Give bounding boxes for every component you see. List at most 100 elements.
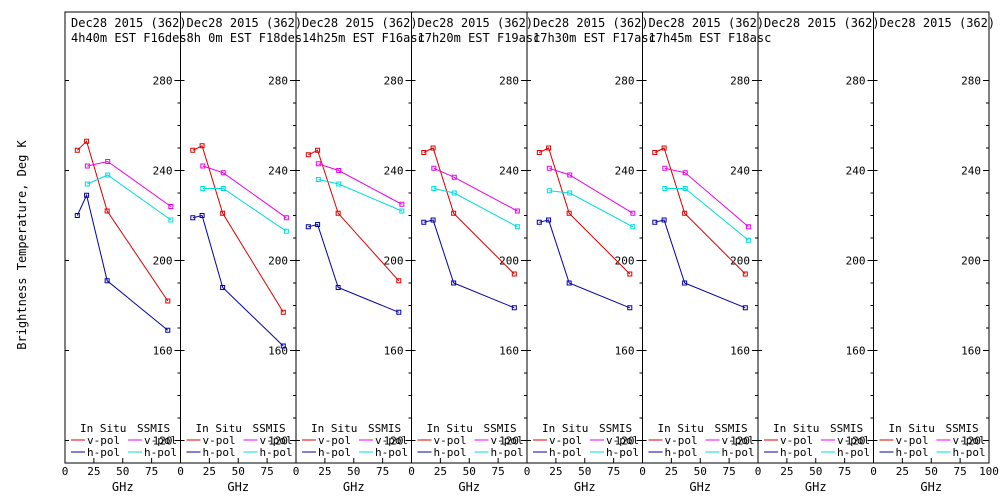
legend-heading-in-situ: In Situ [311,422,357,435]
y-tick-label: 120 [846,435,866,448]
data-point-ssmis-vpol [662,165,668,171]
y-tick-label: 160 [961,345,981,358]
y-tick-label: 240 [730,165,750,178]
data-point-insitu-hpol [190,215,196,221]
panel-8: Dec28 2015 (362) 120 160 200 240 280 0 25 50 75 10… [870,11,999,494]
panel-subtitle: 8h 0m EST F18des [187,31,303,45]
series-line-insitu-vpol [192,145,284,313]
data-point-insitu-vpol [536,150,542,155]
x-tick-label: 75 [954,465,967,478]
series-line-ssmis-vpol [87,160,172,207]
legend-label-ssmis-hpol: h-pol [837,446,870,459]
data-point-insitu-hpol [511,305,517,311]
legend-label-ssmis-hpol: h-pol [260,446,293,459]
legend-label-insitu-vpol: v-pol [87,434,120,447]
data-point-insitu-vpol [742,271,748,277]
panel-2: Dec28 2015 (362)8h 0m EST F18des12016020… [177,11,303,494]
legend-label-ssmis-hpol: h-pol [722,446,755,459]
y-tick-label: 160 [846,345,866,358]
series-line-insitu-vpol [423,147,515,275]
y-tick-label: 280 [961,75,981,88]
data-point-insitu-vpol [451,210,457,216]
y-tick-label: 240 [846,165,866,178]
y-tick-label: 200 [846,255,866,268]
y-tick-label: 280 [384,75,404,88]
panel-5: Dec28 2015 (362)17h30m EST F17asc 120 160 2… [524,11,656,494]
legend-label-insitu-hpol: h-pol [896,446,929,459]
data-point-insitu-hpol [335,285,341,290]
legend-heading-ssmis: SSMIS [368,422,401,435]
data-point-ssmis-vpol [220,170,226,176]
data-point-ssmis-hpol [84,181,90,187]
series-line-ssmis-hpol [664,188,749,241]
y-tick-label: 120 [499,435,519,448]
legend-label-insitu-vpol: v-pol [434,434,467,447]
data-point-ssmis-vpol [567,172,573,178]
x-tick-label: 25 [87,465,100,478]
y-tick-label: 200 [153,255,173,268]
panel-3: Dec28 2015 (362)14h25m EST F16asc 120 160 2… [293,11,425,494]
x-tick-label: 75 [376,465,389,478]
data-point-insitu-vpol [104,208,110,214]
series-line-ssmis-hpol [433,188,518,228]
data-point-insitu-vpol [421,150,427,155]
y-tick-label: 280 [268,75,288,88]
panel-subtitle: 14h25m EST F16asc [302,31,425,45]
data-point-insitu-hpol [74,213,80,218]
series-line-insitu-hpol [308,223,399,313]
x-tick-label: 0 [408,465,415,478]
data-point-ssmis-hpol [682,186,688,191]
data-point-insitu-hpol [220,285,226,290]
panel-title: Dec28 2015 (362) [71,16,187,30]
data-point-insitu-hpol [396,309,402,315]
series-line-ssmis-vpol [202,165,287,219]
data-point-insitu-hpol [104,278,110,284]
data-point-ssmis-hpol [399,208,405,214]
data-point-insitu-vpol [315,147,321,153]
data-point-ssmis-vpol [283,215,289,221]
x-tick-label: 0 [639,465,646,478]
x-axis-label: GHz [689,480,711,494]
data-point-insitu-hpol [652,219,658,225]
data-point-insitu-hpol [661,217,667,223]
legend-heading-in-situ: In Situ [542,422,588,435]
panel-4: Dec28 2015 (362)17h20m EST F19asc 120 160 2… [408,11,540,494]
data-point-ssmis-hpol [220,186,226,191]
y-tick-label: 240 [499,165,519,178]
series-line-insitu-hpol [539,219,630,309]
y-tick-label: 200 [615,255,635,268]
legend-heading-ssmis: SSMIS [946,422,979,435]
data-point-ssmis-hpol [431,186,437,191]
legend-label-insitu-vpol: v-pol [665,434,698,447]
legend-label-ssmis-vpol: v-pol [953,434,986,447]
y-tick-label: 280 [153,75,173,88]
legend-label-ssmis-vpol: v-pol [144,434,177,447]
data-point-insitu-vpol [682,210,688,216]
y-tick-label: 240 [961,165,981,178]
legend-label-insitu-vpol: v-pol [203,434,236,447]
data-point-insitu-vpol [546,145,552,151]
y-tick-label: 160 [615,345,635,358]
data-point-insitu-hpol [536,219,542,225]
x-axis-label: GHz [343,480,365,494]
legend-heading-ssmis: SSMIS [137,422,170,435]
data-point-insitu-hpol [546,217,552,223]
data-point-insitu-hpol [421,219,427,225]
x-axis-label: GHz [227,480,249,494]
data-point-insitu-hpol [566,280,572,286]
legend-heading-in-situ: In Situ [427,422,473,435]
y-tick-label: 200 [268,255,288,268]
data-point-insitu-vpol [280,309,286,315]
y-tick-label: 280 [499,75,519,88]
data-point-ssmis-vpol [200,163,206,169]
legend-heading-ssmis: SSMIS [715,422,748,435]
legend-heading-in-situ: In Situ [889,422,935,435]
x-tick-label: 50 [809,465,822,478]
data-point-insitu-vpol [566,210,572,216]
x-axis-label: GHz [805,480,827,494]
data-point-insitu-vpol [396,278,402,284]
legend-label-insitu-hpol: h-pol [87,446,120,459]
series-line-ssmis-hpol [318,179,403,212]
legend-label-ssmis-hpol: h-pol [375,446,408,459]
data-point-insitu-hpol [430,217,436,223]
